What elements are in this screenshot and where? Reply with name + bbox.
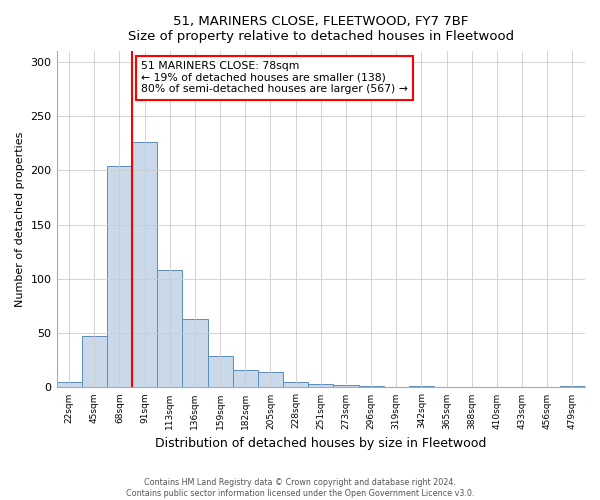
Bar [233, 370, 258, 388]
Bar [258, 372, 283, 388]
Text: Contains HM Land Registry data © Crown copyright and database right 2024.
Contai: Contains HM Land Registry data © Crown c… [126, 478, 474, 498]
Bar [334, 386, 359, 388]
Title: 51, MARINERS CLOSE, FLEETWOOD, FY7 7BF
Size of property relative to detached hou: 51, MARINERS CLOSE, FLEETWOOD, FY7 7BF S… [128, 15, 514, 43]
Bar [409, 386, 434, 388]
Text: 51 MARINERS CLOSE: 78sqm
← 19% of detached houses are smaller (138)
80% of semi-: 51 MARINERS CLOSE: 78sqm ← 19% of detach… [141, 61, 408, 94]
Bar [182, 319, 208, 388]
Bar [132, 142, 157, 388]
Bar [208, 356, 233, 388]
Bar [359, 386, 383, 388]
Bar [157, 270, 182, 388]
X-axis label: Distribution of detached houses by size in Fleetwood: Distribution of detached houses by size … [155, 437, 487, 450]
Bar [107, 166, 132, 388]
Bar [56, 382, 82, 388]
Bar [82, 336, 107, 388]
Bar [283, 382, 308, 388]
Bar [308, 384, 334, 388]
Bar [560, 386, 585, 388]
Y-axis label: Number of detached properties: Number of detached properties [15, 132, 25, 307]
